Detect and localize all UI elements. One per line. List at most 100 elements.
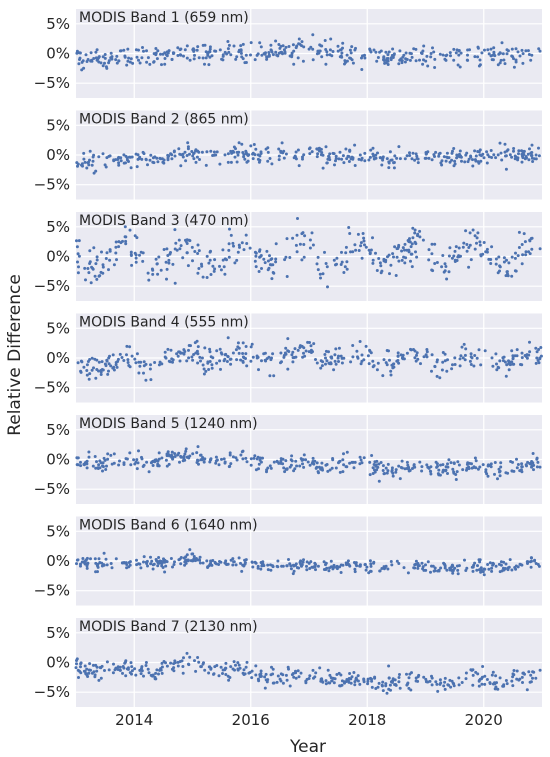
data-point bbox=[436, 472, 440, 476]
data-point bbox=[249, 463, 253, 467]
data-point bbox=[526, 562, 529, 565]
data-point bbox=[137, 360, 141, 364]
data-point bbox=[103, 53, 107, 56]
data-point bbox=[167, 261, 171, 265]
data-point bbox=[239, 51, 243, 55]
data-point bbox=[218, 359, 222, 363]
data-point bbox=[413, 228, 417, 232]
data-point bbox=[90, 368, 94, 372]
data-point bbox=[324, 563, 327, 567]
data-point bbox=[126, 59, 130, 63]
data-point bbox=[442, 468, 445, 472]
data-point bbox=[114, 363, 118, 367]
data-point bbox=[425, 348, 429, 351]
data-point bbox=[154, 257, 158, 261]
data-point bbox=[222, 359, 226, 363]
data-point bbox=[452, 47, 456, 51]
panel-2: −5%0%5% MODIS Band 2 (865 nm) bbox=[34, 110, 542, 200]
data-point bbox=[138, 364, 142, 368]
data-point bbox=[435, 682, 439, 686]
data-point bbox=[282, 156, 286, 160]
data-point bbox=[226, 336, 230, 340]
data-point bbox=[95, 48, 99, 52]
data-point bbox=[111, 671, 115, 675]
data-point bbox=[178, 460, 181, 464]
data-point bbox=[234, 663, 237, 667]
panel-title: MODIS Band 7 (2130 nm) bbox=[79, 619, 258, 635]
data-point bbox=[387, 161, 391, 165]
data-point bbox=[531, 160, 535, 163]
data-point bbox=[343, 62, 346, 66]
data-point bbox=[477, 568, 481, 572]
data-point bbox=[274, 260, 278, 264]
data-point bbox=[426, 560, 430, 564]
data-point bbox=[434, 150, 438, 154]
data-point bbox=[414, 250, 417, 254]
data-point bbox=[511, 684, 515, 688]
data-point bbox=[253, 560, 257, 564]
data-point bbox=[302, 558, 305, 562]
data-point bbox=[511, 672, 515, 676]
data-point bbox=[486, 153, 490, 157]
data-point bbox=[242, 155, 246, 159]
data-point bbox=[261, 456, 264, 460]
data-point bbox=[229, 462, 233, 466]
data-point bbox=[82, 669, 86, 673]
data-point bbox=[415, 351, 419, 355]
data-point bbox=[347, 155, 351, 158]
data-point bbox=[430, 564, 433, 568]
data-point bbox=[491, 364, 495, 368]
data-point bbox=[534, 562, 538, 565]
y-tick-label: −5% bbox=[34, 176, 70, 194]
data-point bbox=[274, 50, 278, 54]
data-point bbox=[85, 462, 89, 466]
data-point bbox=[227, 255, 231, 259]
data-point bbox=[148, 367, 152, 371]
data-point bbox=[520, 363, 524, 367]
data-point bbox=[274, 242, 278, 246]
data-point bbox=[452, 462, 456, 465]
data-point bbox=[512, 57, 515, 61]
data-point bbox=[98, 459, 102, 463]
data-point bbox=[209, 149, 213, 153]
data-point bbox=[187, 456, 191, 460]
data-point bbox=[520, 243, 524, 246]
data-point bbox=[499, 461, 503, 465]
data-point bbox=[381, 374, 385, 378]
data-point bbox=[256, 157, 260, 161]
data-point bbox=[119, 159, 123, 163]
data-point bbox=[376, 151, 379, 155]
data-point bbox=[384, 260, 388, 264]
data-point bbox=[245, 660, 249, 664]
data-point bbox=[124, 242, 128, 246]
data-point bbox=[397, 676, 401, 679]
data-point bbox=[530, 559, 533, 563]
data-point bbox=[317, 471, 320, 475]
data-point bbox=[140, 455, 143, 459]
data-point bbox=[348, 56, 352, 60]
data-point bbox=[97, 678, 101, 682]
data-point bbox=[403, 467, 407, 471]
data-point bbox=[219, 367, 222, 371]
data-point bbox=[83, 562, 87, 566]
data-point bbox=[341, 154, 345, 158]
data-point bbox=[469, 363, 473, 366]
data-point bbox=[305, 560, 309, 564]
data-point bbox=[309, 45, 313, 49]
data-point bbox=[494, 156, 498, 160]
data-point bbox=[474, 154, 478, 158]
data-point bbox=[204, 56, 208, 60]
data-point bbox=[306, 460, 310, 464]
data-point bbox=[324, 145, 328, 149]
data-point bbox=[166, 347, 170, 351]
data-point bbox=[284, 255, 288, 259]
data-point bbox=[387, 349, 390, 353]
data-point bbox=[385, 471, 389, 475]
data-point bbox=[199, 453, 202, 457]
data-point bbox=[100, 360, 104, 364]
data-point bbox=[528, 147, 531, 151]
data-point bbox=[312, 342, 316, 346]
data-point bbox=[521, 253, 525, 257]
data-point bbox=[476, 564, 479, 568]
data-point bbox=[397, 62, 401, 66]
